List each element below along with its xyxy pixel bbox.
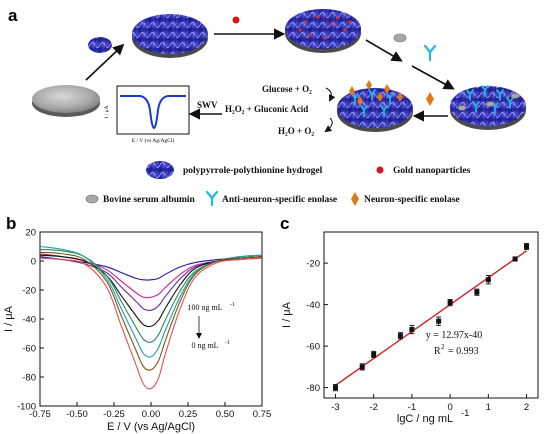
x-tick-label: 0.75 (253, 409, 272, 420)
hydrogel-blob-small (88, 37, 112, 53)
nse-icon (351, 192, 359, 206)
reaction-water: H₂O + O₂ (278, 126, 314, 136)
y-tick-label: -60 (22, 344, 36, 355)
series-line-4 (39, 248, 263, 343)
x-tick-label: 0.50 (216, 409, 235, 420)
data-point (409, 327, 415, 333)
plot-frame (323, 231, 539, 399)
annotation-bottom: 0 ng mL (191, 341, 218, 350)
panel-letter-b: b (6, 214, 17, 233)
electrode-nse-captured (337, 80, 413, 132)
annotation-bottom-sup: -1 (225, 340, 230, 346)
x-axis-label-sup: -1 (461, 408, 469, 419)
data-point (512, 256, 518, 262)
legend-gold: Gold nanoparticles (393, 166, 471, 176)
x-axis-label: lgC / ng mL (397, 413, 453, 425)
bsa-icon (85, 194, 99, 204)
y-tick-label: -60 (306, 342, 320, 353)
x-tick-label: -3 (331, 402, 339, 413)
legend-antibody: Anti-neuron-specific enolase (222, 195, 337, 205)
electrode-hydrogel (132, 14, 208, 58)
inset-voltammogram: I / μA E / V (vs Ag/AgCl) (104, 85, 190, 144)
legend-nse: Neuron-specific enolase (364, 195, 460, 205)
x-tick-label: -2 (369, 402, 377, 413)
reaction-peroxide: H₂O₂ + Gluconic Acid (225, 104, 308, 114)
data-point (524, 244, 530, 250)
bsa-icon (393, 33, 407, 43)
x-tick-label: 2 (524, 402, 529, 413)
electrode-antibody (450, 85, 526, 130)
data-point (397, 333, 403, 339)
r2-value: = 0.993 (448, 346, 479, 357)
y-tick-label: -40 (306, 300, 320, 311)
y-axis-label: I / μA (3, 305, 15, 332)
series-line-3 (39, 254, 263, 328)
y-axis-label: I / μA (281, 301, 293, 328)
fit-line (335, 250, 527, 386)
x-tick-label: -0.50 (66, 409, 88, 420)
data-point (485, 277, 491, 283)
x-tick-label: -0.25 (103, 409, 125, 420)
x-tick-label: 1 (486, 402, 491, 413)
y-tick-label: 0 (31, 257, 36, 268)
data-point (474, 289, 480, 295)
annotation-arrowhead (196, 333, 202, 339)
swv-label: SWV (197, 100, 218, 110)
electrode-hydrogel-gold (285, 9, 361, 53)
x-tick-label: 0.00 (142, 409, 161, 420)
x-tick-label: -1 (408, 402, 416, 413)
x-tick-label: 0 (447, 402, 452, 413)
r2-label: R (434, 346, 441, 357)
y-tick-label: 20 (25, 228, 36, 239)
arrow-step-4 (411, 65, 455, 90)
arrow-step-3 (365, 39, 403, 62)
x-tick-label: 0.25 (179, 409, 198, 420)
nse-icon (426, 92, 434, 106)
y-tick-label: -20 (306, 259, 320, 270)
legend-hydrogel: polypyrrole-polythionine hydrogel (183, 166, 323, 176)
y-tick-label: -100 (17, 402, 36, 413)
legend-bsa: Bovine serum albumin (103, 195, 196, 205)
chart-swv-curves: -0.75 -0.50 -0.25 0.00 0.25 0.50 0.75 -100 -80 -6… (3, 228, 272, 434)
annotation-top-sup: -1 (230, 302, 235, 308)
inset-ylabel: I / μA (104, 105, 110, 118)
legend: polypyrrole-polythionine hydrogel Gold n… (85, 161, 471, 207)
bare-electrode (32, 85, 100, 117)
y-tick-label: -20 (22, 286, 36, 297)
gold-nanoparticle-icon (376, 166, 384, 174)
panel-letter-a: a (8, 6, 18, 25)
data-point (447, 300, 453, 306)
fit-equation: y = 12.97x-40 (426, 330, 482, 341)
x-tick-label: -0.75 (29, 409, 51, 420)
arrow-reaction-1 (325, 87, 336, 102)
data-point (332, 385, 338, 391)
antibody-icon (205, 190, 219, 207)
annotation-top: 100 ng mL (187, 303, 222, 312)
series-line-6 (39, 251, 263, 371)
arrow-step-1 (85, 43, 125, 81)
inset-xlabel: E / V (vs Ag/AgCl) (132, 137, 175, 144)
r2-sup: 2 (441, 343, 445, 351)
data-point (371, 351, 377, 357)
series-line-2 (39, 257, 263, 312)
series-line-7 (39, 257, 263, 390)
gold-nanoparticle-icon (232, 16, 240, 24)
data-point (359, 364, 365, 370)
y-tick-label: -40 (22, 315, 36, 326)
y-tick-label: -80 (306, 383, 320, 394)
data-point (436, 318, 442, 324)
x-axis-label: E / V (vs Ag/AgCl) (107, 421, 195, 433)
panel-letter-c: c (280, 214, 290, 233)
fabrication-scheme: Glucose + O₂ H₂O₂ + Gluconic Acid H₂O + … (32, 9, 526, 207)
hydrogel-icon (146, 161, 174, 179)
arrow-reaction-2 (324, 117, 333, 133)
y-tick-label: -80 (22, 373, 36, 384)
antibody-icon (423, 44, 437, 62)
reaction-glucose: Glucose + O₂ (262, 84, 312, 94)
